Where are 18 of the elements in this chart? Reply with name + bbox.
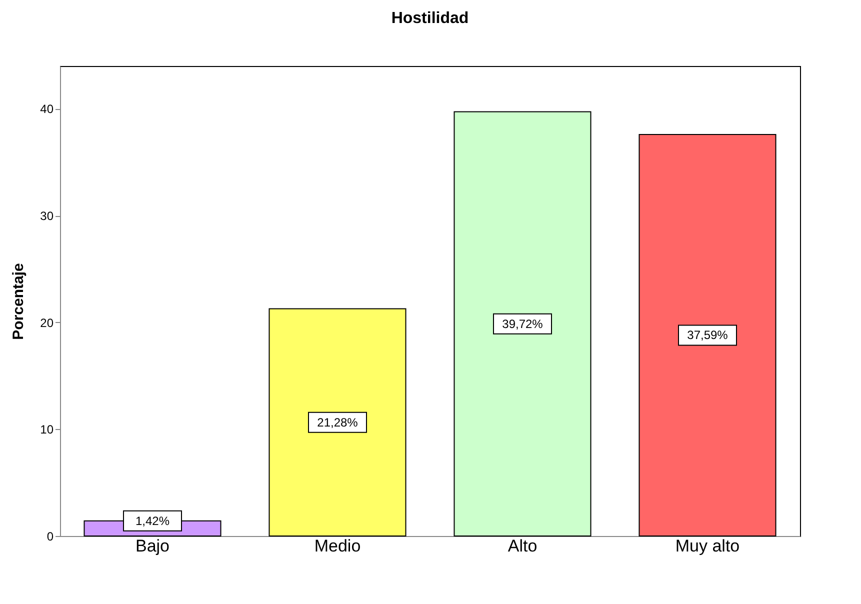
x-tick-label: Muy alto <box>675 536 740 556</box>
data-label: 21,28% <box>317 415 358 430</box>
y-tick-label: 10 <box>40 422 54 437</box>
x-tick-label: Medio <box>314 536 361 556</box>
bar <box>638 134 776 536</box>
y-tick-label: 30 <box>40 209 54 224</box>
y-tick-label: 20 <box>40 316 54 330</box>
x-tick-label: Bajo <box>135 536 170 556</box>
bar <box>268 308 406 536</box>
data-label: 39,72% <box>502 316 544 331</box>
data-label: 1,42% <box>135 514 170 528</box>
x-tick-label: Alto <box>508 536 538 556</box>
chart-title: Hostilidad <box>391 10 469 27</box>
data-label: 37,59% <box>687 328 728 342</box>
bar <box>454 111 592 536</box>
y-tick-label: 40 <box>40 102 54 116</box>
y-axis-title: Porcentaje <box>10 263 28 340</box>
y-tick-label: 0 <box>46 530 54 544</box>
